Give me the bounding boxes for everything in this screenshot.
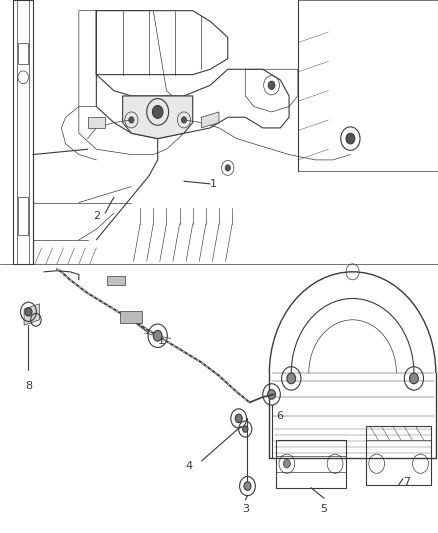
Text: 3: 3: [242, 504, 249, 514]
Text: 1: 1: [158, 336, 165, 346]
Circle shape: [153, 330, 162, 341]
Circle shape: [243, 426, 248, 432]
Circle shape: [181, 117, 187, 123]
Circle shape: [346, 133, 355, 144]
Circle shape: [152, 106, 163, 118]
Polygon shape: [123, 96, 193, 139]
Circle shape: [410, 373, 418, 384]
Circle shape: [287, 373, 296, 384]
Text: 6: 6: [276, 411, 283, 421]
Circle shape: [25, 308, 32, 316]
Circle shape: [244, 482, 251, 490]
Text: 7: 7: [403, 478, 410, 487]
Circle shape: [129, 117, 134, 123]
Text: 8: 8: [25, 381, 32, 391]
Text: 5: 5: [321, 504, 328, 514]
Text: 1: 1: [210, 179, 217, 189]
Polygon shape: [201, 112, 219, 128]
Circle shape: [268, 81, 275, 90]
Circle shape: [225, 165, 230, 171]
Polygon shape: [120, 311, 142, 323]
Circle shape: [235, 414, 242, 423]
Text: 2: 2: [94, 211, 101, 221]
Circle shape: [283, 459, 290, 468]
Circle shape: [268, 390, 276, 399]
Polygon shape: [24, 304, 39, 325]
Polygon shape: [107, 276, 125, 285]
Polygon shape: [88, 117, 105, 128]
Text: 4: 4: [186, 462, 193, 471]
